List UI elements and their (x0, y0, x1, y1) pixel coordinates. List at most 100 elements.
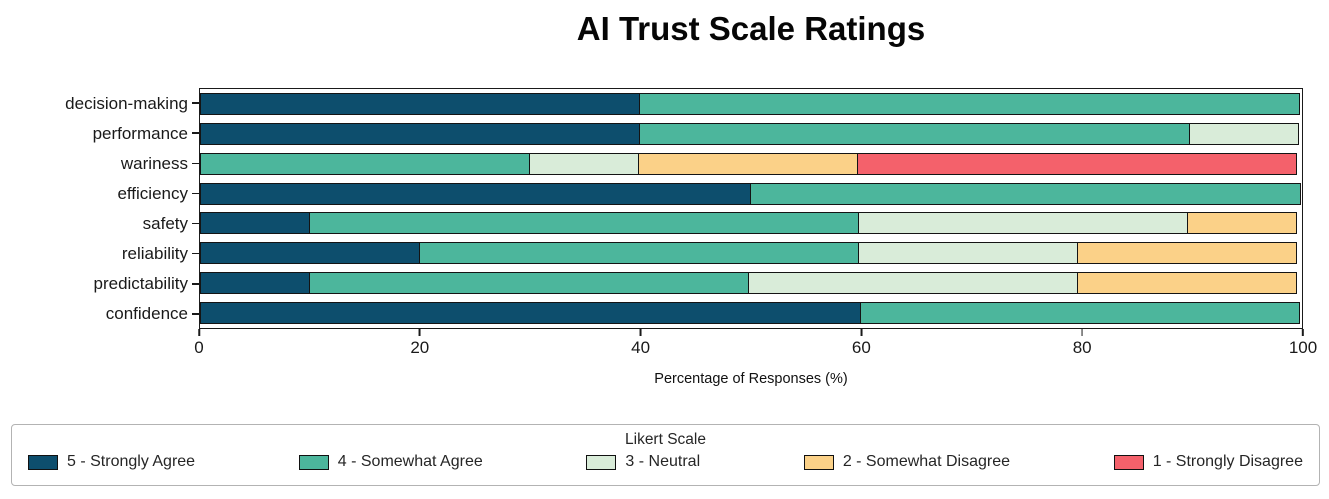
x-tick-label: 40 (631, 338, 651, 357)
bar-segment (749, 182, 1301, 205)
y-tick-label: performance (92, 123, 188, 143)
legend-label: 4 - Somewhat Agree (337, 453, 483, 470)
legend-label: 2 - Somewhat Disagree (842, 453, 1010, 470)
legend-item: 5 - Strongly Agree (28, 454, 195, 470)
y-axis-labels: decision-making performance wariness effici… (0, 88, 188, 329)
y-tick-mark (192, 132, 199, 134)
bar-row (200, 298, 1302, 328)
legend-item: 3 - Neutral (586, 454, 700, 470)
legend-item: 4 - Somewhat Agree (298, 453, 483, 470)
legend: Likert Scale 5 - Strongly Agree 4 - Somew… (11, 424, 1320, 486)
bar-track (200, 272, 1302, 295)
legend-item: 1 - Strongly Disagree (1113, 453, 1303, 470)
legend-swatch (1113, 454, 1144, 470)
bar-segment (418, 242, 860, 265)
legend-label: 1 - Strongly Disagree (1152, 453, 1303, 470)
bar-segment (200, 122, 641, 145)
bar-segment (639, 122, 1191, 145)
y-tick-mark (192, 102, 199, 104)
legend-swatch (298, 454, 329, 470)
legend-label: 3 - Neutral (625, 453, 701, 470)
bar-segment (747, 272, 1079, 295)
x-tick-label: 0 (194, 338, 204, 357)
bar-segment (1077, 242, 1298, 265)
legend-swatch (803, 454, 834, 470)
x-tick: 40 (631, 329, 650, 356)
x-tick: 60 (852, 329, 871, 356)
bar-segment (1188, 122, 1299, 145)
bar-segment (200, 302, 862, 325)
x-tick-mark (1081, 329, 1083, 336)
bar-track (200, 182, 1302, 205)
legend-label: 5 - Strongly Agree (67, 453, 196, 470)
bar-track (200, 212, 1302, 235)
x-tick: 20 (410, 329, 429, 356)
bar-segment (200, 92, 641, 115)
y-tick-mark (192, 192, 199, 195)
y-tick-mark (192, 313, 199, 315)
legend-swatch (28, 454, 58, 470)
bar-segment (200, 272, 311, 295)
bar-segment (637, 152, 859, 175)
bar-segment (529, 152, 640, 175)
bar-segment (859, 302, 1301, 325)
bar-segment (1187, 212, 1298, 235)
bar-track (200, 302, 1302, 325)
bar-row (200, 209, 1302, 239)
x-tick-label: 60 (851, 338, 871, 357)
y-tick-mark (192, 162, 199, 165)
y-tick-label: wariness (120, 153, 188, 173)
y-tick-label: safety (142, 214, 188, 234)
x-tick-label: 100 (1288, 338, 1318, 357)
x-tick-mark (418, 329, 421, 336)
bar-track (200, 92, 1302, 115)
x-tick: 0 (194, 329, 204, 357)
bar-segment (1077, 272, 1298, 295)
bar-segment (858, 242, 1079, 265)
x-axis-title: Percentage of Responses (%) (654, 371, 848, 387)
y-tick-label: confidence (105, 304, 188, 324)
bar-segment (200, 212, 311, 235)
x-tick-mark (860, 329, 863, 336)
bar-row (200, 89, 1302, 119)
legend-item: 2 - Somewhat Disagree (803, 453, 1010, 470)
x-tick-label: 20 (410, 338, 430, 357)
y-tick-mark (192, 222, 199, 225)
bar-track (200, 122, 1302, 145)
x-tick-mark (198, 329, 200, 336)
y-tick-label: efficiency (117, 183, 188, 203)
bar-segment (858, 212, 1189, 235)
bar-row (200, 149, 1302, 179)
bar-segment (639, 92, 1301, 115)
bar-row (200, 268, 1302, 298)
y-axis-ticks (192, 88, 199, 329)
plot-area (199, 88, 1303, 329)
chart-title: AI Trust Scale Ratings (576, 10, 926, 47)
x-axis: 0 20 40 60 80 100 (194, 329, 1317, 369)
y-tick-label: predictability (93, 274, 189, 294)
legend-items: 5 - Strongly Agree 4 - Somewhat Agree 3 - … (12, 449, 1319, 470)
x-tick-label: 80 (1072, 338, 1092, 357)
legend-swatch (586, 454, 617, 470)
y-tick-mark (192, 283, 199, 285)
bar-segment (856, 152, 1298, 175)
bar-segment (308, 272, 750, 295)
x-tick-mark (639, 329, 642, 336)
legend-title: Likert Scale (625, 431, 706, 448)
y-tick-mark (192, 252, 199, 255)
bar-track (200, 242, 1302, 265)
bar-segment (200, 242, 421, 265)
y-tick-label: decision-making (65, 93, 188, 113)
bar-row (200, 119, 1302, 149)
x-tick: 80 (1073, 329, 1092, 356)
bar-segment (308, 212, 860, 235)
bar-track (200, 152, 1302, 175)
bar-row (200, 179, 1302, 209)
x-tick: 100 (1289, 329, 1317, 356)
y-tick-label: reliability (121, 244, 188, 264)
bar-segment (200, 182, 751, 205)
bar-segment (200, 152, 531, 175)
bar-row (200, 238, 1302, 268)
x-tick-mark (1302, 329, 1304, 336)
